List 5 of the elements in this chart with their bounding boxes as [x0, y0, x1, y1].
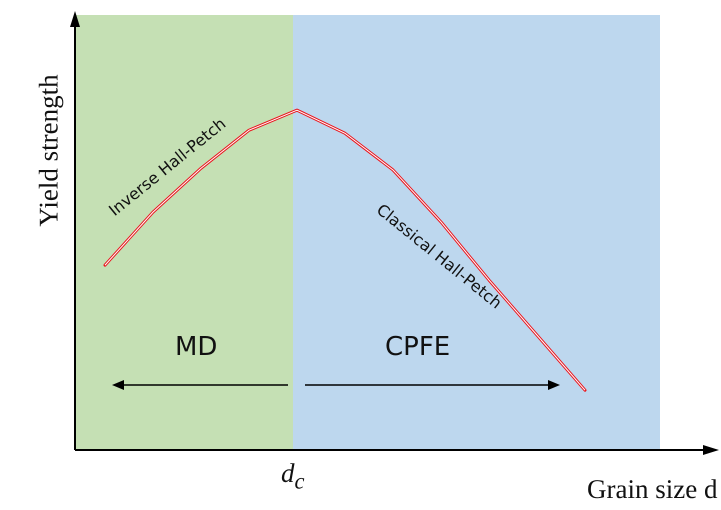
x-axis-title: Grain size d	[587, 474, 718, 505]
annotation: CPFE	[385, 332, 450, 362]
y-axis-title: Yield strength	[34, 74, 65, 226]
annotation: MD	[175, 332, 218, 362]
text: d$_{c}$	[281, 458, 304, 494]
